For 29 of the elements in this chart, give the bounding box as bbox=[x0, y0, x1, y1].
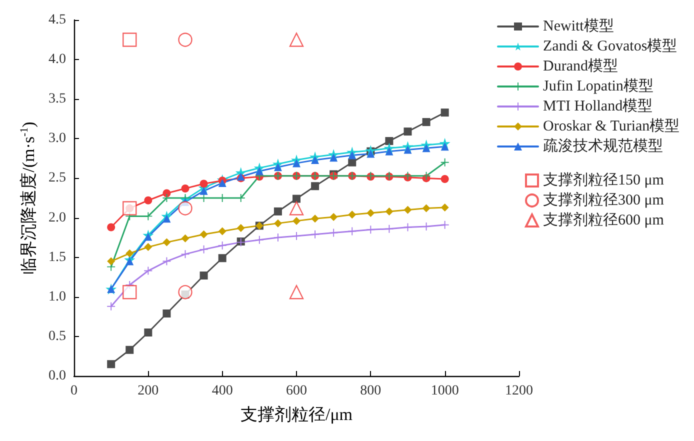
y-tick-label: 0.5 bbox=[48, 328, 66, 344]
y-tick-label: 4.5 bbox=[48, 12, 66, 28]
x-tick-label: 1200 bbox=[505, 384, 533, 398]
x-tick-label: 800 bbox=[360, 384, 382, 398]
x-axis-title: 支撑剂粒径/μm bbox=[240, 405, 353, 424]
legend-label: 支撑剂粒径300 μm bbox=[543, 192, 664, 208]
x-tick-label: 400 bbox=[212, 384, 233, 398]
y-tick-label: 2.5 bbox=[48, 170, 66, 186]
x-tick-label: 1000 bbox=[430, 384, 459, 398]
legend-label: Zandi & Govatos模型 bbox=[543, 38, 678, 54]
legend-label: 疏浚技术规范模型 bbox=[543, 138, 663, 154]
x-tick-label: 200 bbox=[138, 384, 159, 398]
y-tick-label: 3.5 bbox=[48, 92, 66, 107]
legend-label: 支撑剂粒径600 μm bbox=[543, 212, 664, 228]
x-tick-label: 0 bbox=[70, 384, 78, 398]
legend-label: Newitt模型 bbox=[543, 18, 614, 34]
y-tick-label: 1.5 bbox=[48, 250, 66, 265]
legend-label: Oroskar & Turian模型 bbox=[543, 118, 680, 134]
y-axis-title: 临界沉降速度/(m·s-1) bbox=[18, 122, 38, 274]
legend-label: 支撑剂粒径150 μm bbox=[543, 172, 664, 188]
x-tick-label: 600 bbox=[286, 384, 307, 398]
legend-label: MTI Holland模型 bbox=[543, 98, 653, 114]
y-tick-label: 4.0 bbox=[48, 52, 66, 68]
legend-label: Jufin Lopatin模型 bbox=[543, 78, 654, 94]
legend-label: Durand模型 bbox=[543, 58, 618, 74]
y-tick-label: 0.0 bbox=[48, 368, 66, 384]
y-tick-label: 3.0 bbox=[48, 131, 66, 146]
y-tick-label: 2.0 bbox=[48, 210, 66, 226]
y-tick-label: 1.0 bbox=[48, 289, 66, 304]
